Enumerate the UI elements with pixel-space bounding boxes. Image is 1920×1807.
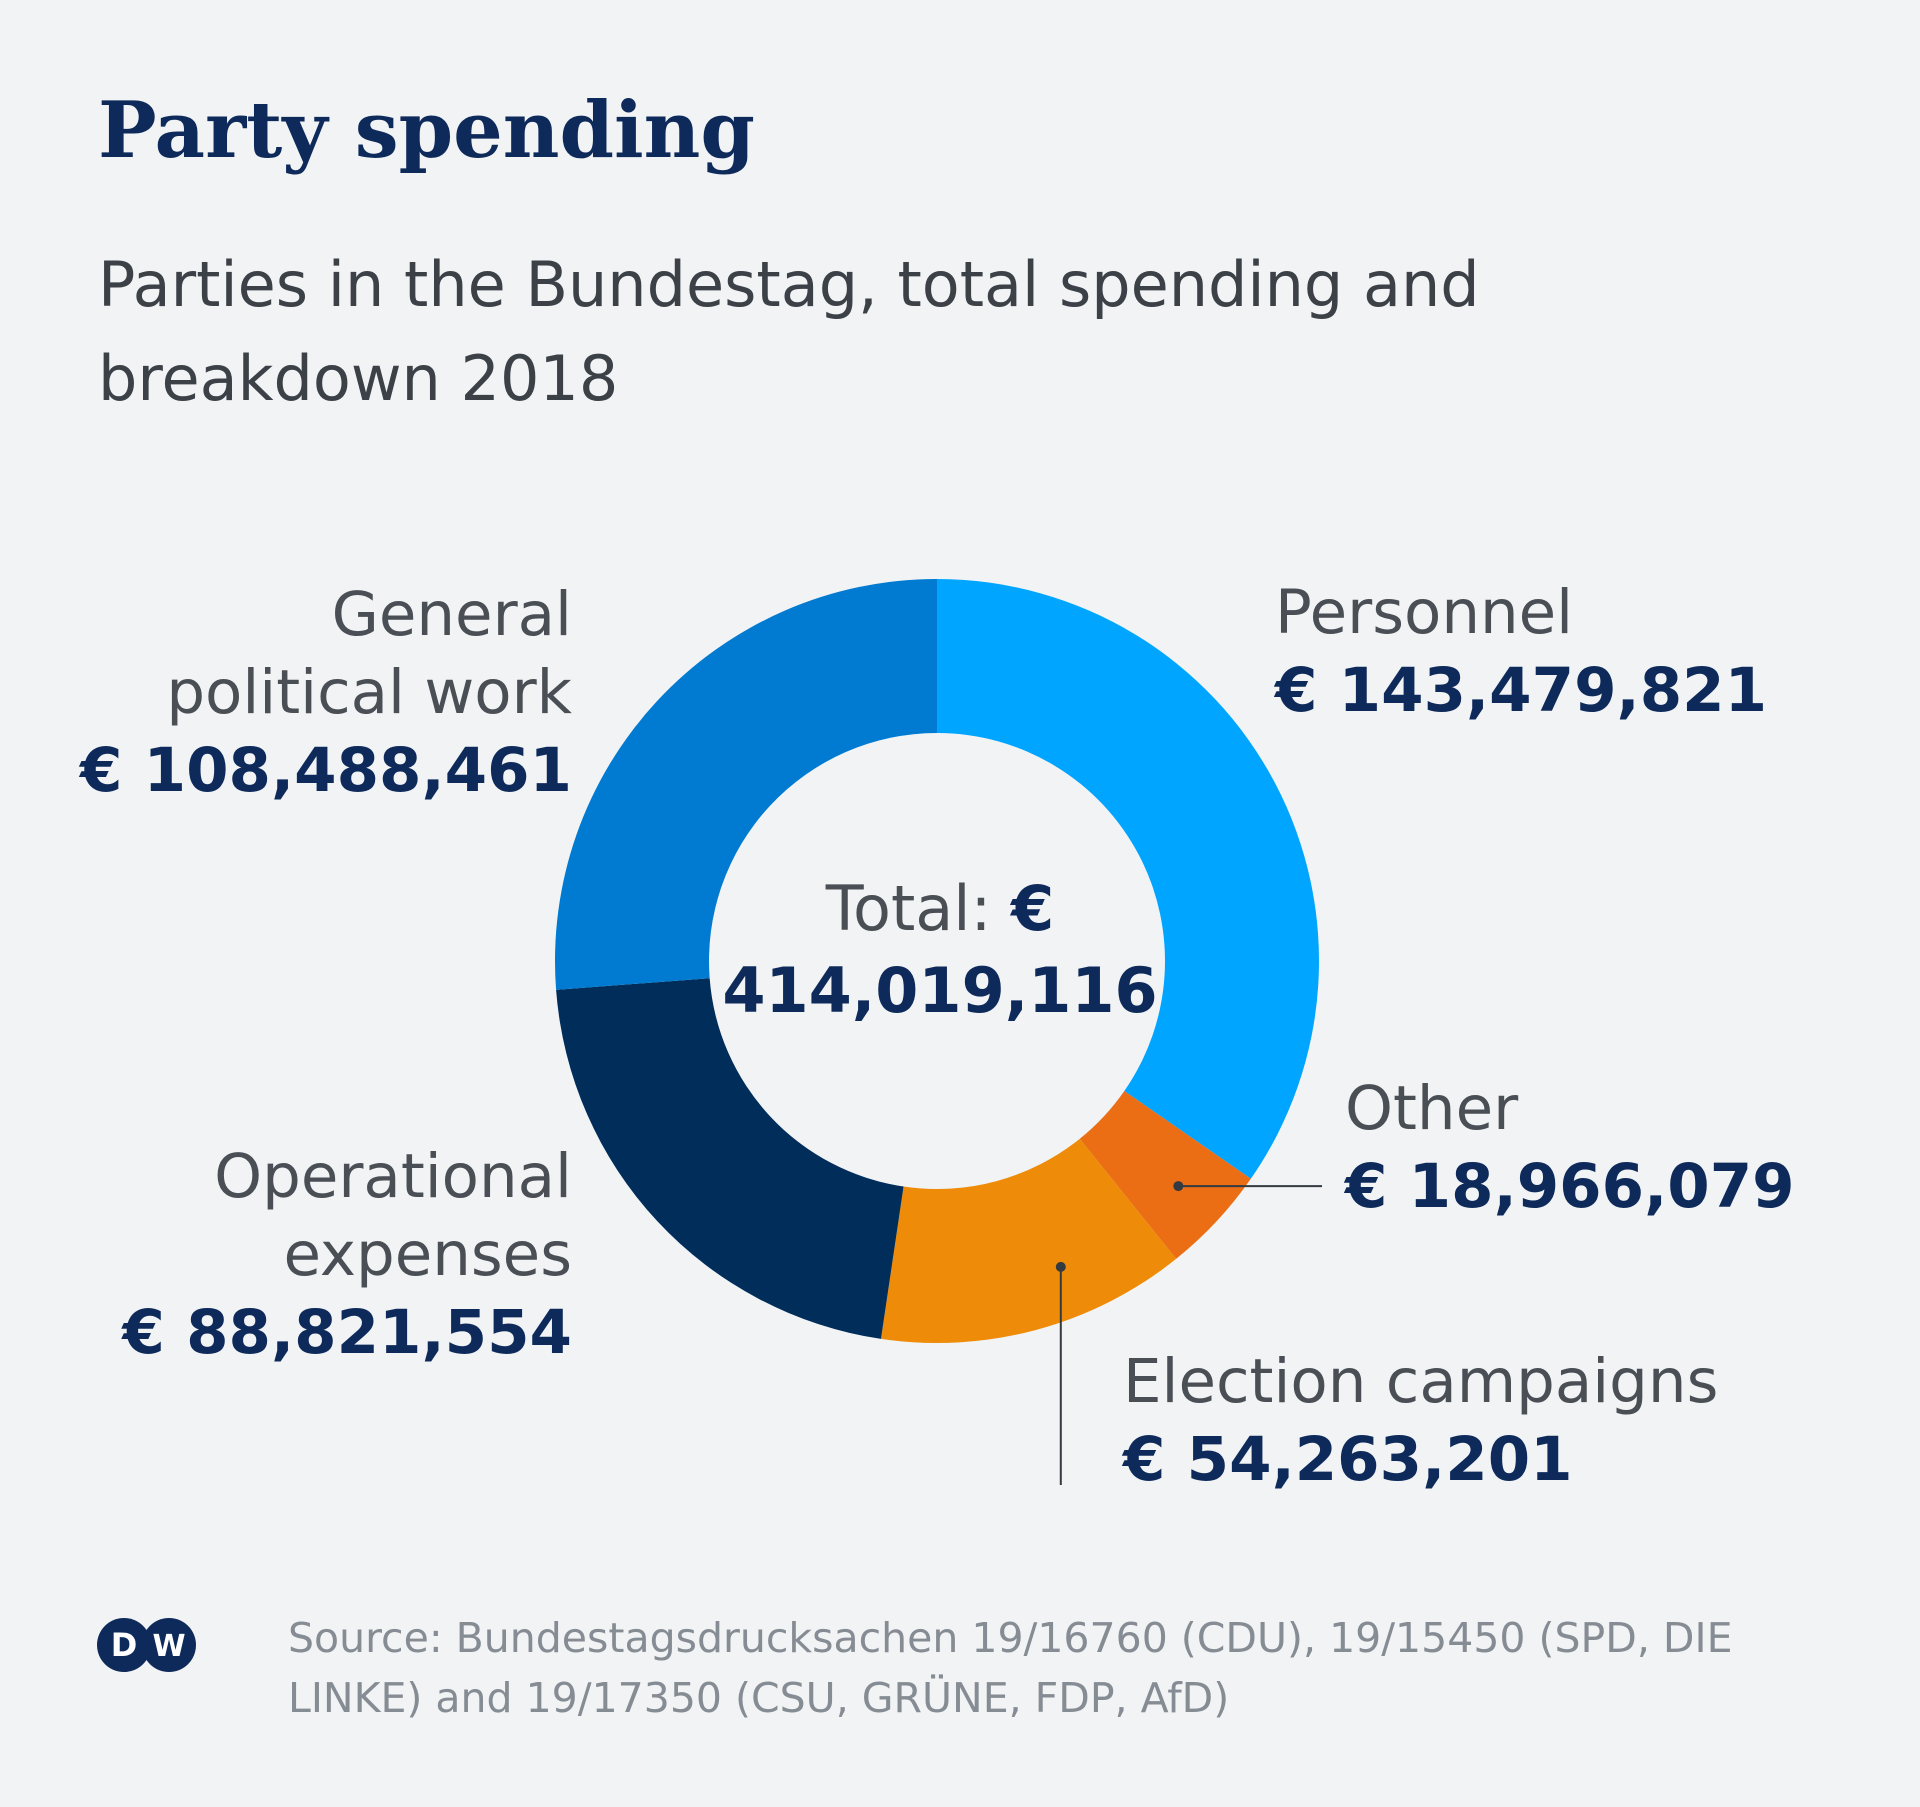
total-text: Total: [825, 872, 992, 945]
label-election-campaigns: Election campaigns € 54,263,201 [1123, 1343, 1718, 1499]
chart-title: Party spending [98, 85, 755, 176]
total-currency: € [1011, 872, 1055, 945]
label-general-name1: General [331, 579, 572, 650]
chart-subtitle: Parties in the Bundestag, total spending… [98, 248, 1480, 415]
label-operational-expenses: Operational expenses € 88,821,554 [122, 1138, 572, 1372]
label-operational-value: € 88,821,554 [122, 1297, 572, 1368]
label-other: Other € 18,966,079 [1345, 1070, 1795, 1226]
total-value: 414,019,116 [722, 954, 1158, 1027]
label-general-name2: political work [166, 657, 572, 728]
dw-logo-text-w: W [152, 1629, 185, 1664]
slice-operational-expenses [556, 978, 904, 1339]
total-label: Total: € 414,019,116 [690, 868, 1190, 1032]
label-general-political-work: General political work € 108,488,461 [80, 576, 572, 810]
source-note: Source: Bundestagsdrucksachen 19/16760 (… [288, 1614, 1733, 1722]
label-personnel-value: € 143,479,821 [1275, 655, 1768, 726]
slice-personnel [937, 579, 1319, 1179]
label-election-value: € 54,263,201 [1123, 1424, 1573, 1495]
label-operational-name2: expenses [283, 1219, 572, 1290]
label-personnel-name: Personnel [1275, 577, 1574, 648]
label-personnel: Personnel € 143,479,821 [1275, 574, 1767, 730]
label-operational-name1: Operational [214, 1141, 572, 1212]
label-general-value: € 108,488,461 [79, 735, 572, 806]
slice-election-campaigns [880, 1138, 1177, 1343]
label-other-value: € 18,966,079 [1345, 1151, 1795, 1222]
label-other-name: Other [1345, 1073, 1519, 1144]
dw-logo-text-d: D [111, 1626, 138, 1664]
slice-other [1079, 1090, 1251, 1259]
dw-logo-icon: D W [97, 1618, 196, 1672]
label-election-name: Election campaigns [1123, 1346, 1719, 1417]
slice-general-political-work [554, 579, 937, 990]
